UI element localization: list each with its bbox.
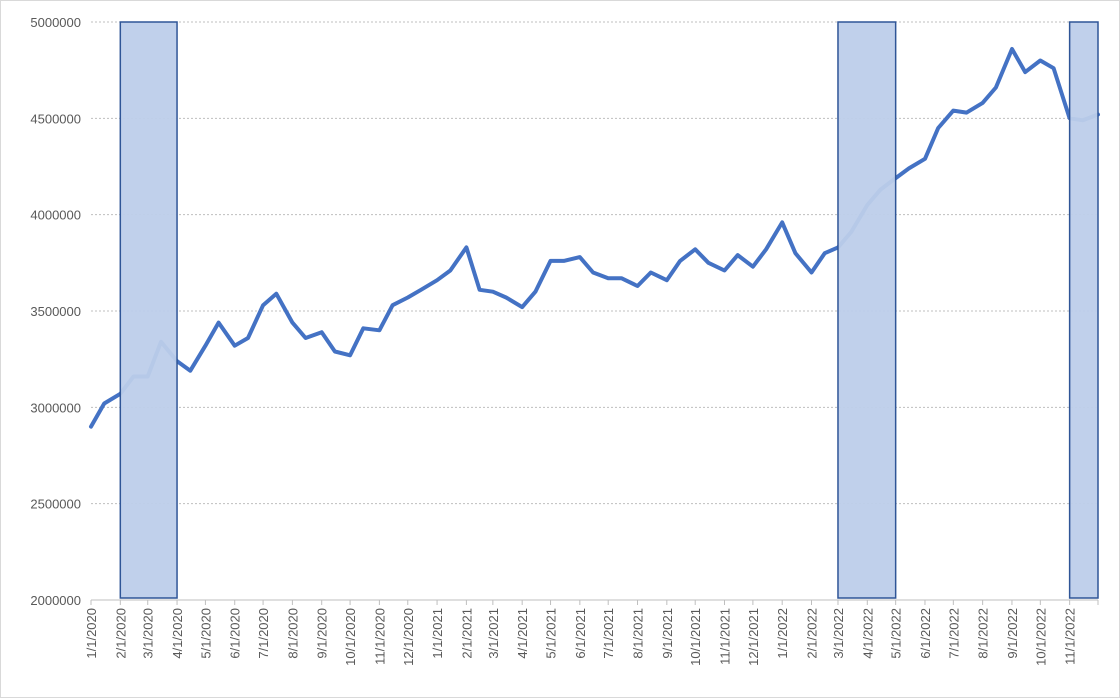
y-tick-label: 2000000	[30, 593, 81, 608]
x-tick-label: 9/1/2020	[315, 608, 330, 659]
x-tick-label: 10/1/2020	[343, 608, 358, 666]
y-tick-label: 3000000	[30, 400, 81, 415]
x-tick-label: 3/1/2022	[831, 608, 846, 659]
x-tick-label: 2/1/2021	[459, 608, 474, 659]
x-tick-label: 10/1/2022	[1033, 608, 1048, 666]
highlight-band	[837, 21, 897, 599]
x-tick-label: 4/1/2021	[515, 608, 530, 659]
x-tick-label: 7/1/2021	[601, 608, 616, 659]
x-tick-label: 11/1/2020	[372, 608, 387, 665]
x-tick-label: 3/1/2021	[486, 608, 501, 659]
highlight-band	[119, 21, 178, 599]
x-tick-label: 4/1/2022	[860, 608, 875, 659]
x-tick-label: 1/1/2021	[430, 608, 445, 659]
x-tick-label: 12/1/2020	[401, 608, 416, 666]
x-tick-label: 4/1/2020	[170, 608, 185, 659]
x-tick-label: 5/1/2020	[198, 608, 213, 659]
x-tick-label: 8/1/2020	[285, 608, 300, 659]
x-tick-label: 1/1/2022	[775, 608, 790, 659]
x-tick-label: 7/1/2022	[946, 608, 961, 659]
x-tick-label: 3/1/2020	[141, 608, 156, 659]
x-tick-label: 2/1/2020	[113, 608, 128, 659]
y-tick-label: 4500000	[30, 111, 81, 126]
x-tick-label: 10/1/2021	[688, 608, 703, 666]
y-tick-label: 2500000	[30, 497, 81, 512]
x-tick-label: 5/1/2021	[544, 608, 559, 659]
x-tick-label: 11/1/2022	[1063, 608, 1078, 665]
y-tick-label: 5000000	[30, 15, 81, 30]
y-tick-label: 4000000	[30, 208, 81, 223]
x-tick-label: 11/1/2021	[718, 608, 733, 665]
x-tick-label: 8/1/2021	[631, 608, 646, 659]
y-tick-label: 3500000	[30, 304, 81, 319]
x-tick-label: 9/1/2021	[660, 608, 675, 659]
line-series	[89, 47, 1100, 429]
x-tick-label: 7/1/2020	[256, 608, 271, 659]
x-tick-label: 1/1/2020	[84, 608, 99, 659]
x-tick-label: 6/1/2021	[573, 608, 588, 659]
x-tick-label: 6/1/2020	[228, 608, 243, 659]
x-tick-label: 2/1/2022	[805, 608, 820, 659]
x-tick-label: 12/1/2021	[746, 608, 761, 666]
x-tick-label: 8/1/2022	[976, 608, 991, 659]
x-tick-label: 6/1/2022	[918, 608, 933, 659]
x-tick-label: 9/1/2022	[1005, 608, 1020, 659]
x-tick-label: 5/1/2022	[889, 608, 904, 659]
highlight-band	[1068, 21, 1099, 599]
